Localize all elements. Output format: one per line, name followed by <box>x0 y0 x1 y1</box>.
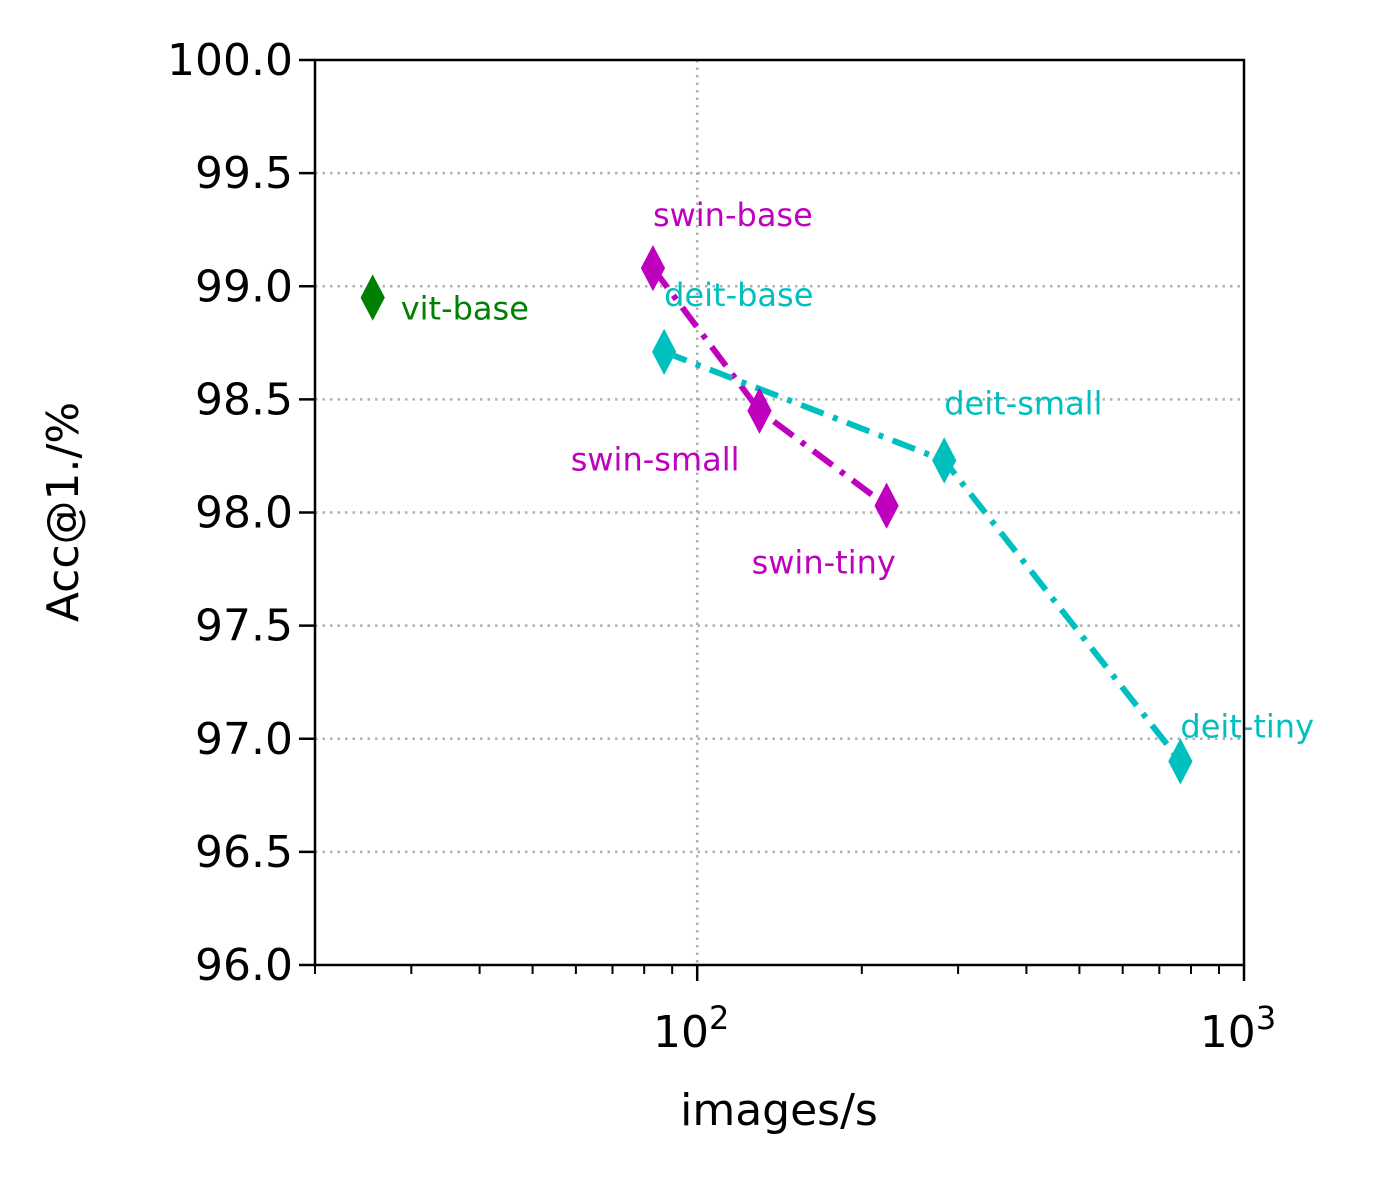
data-point-label: swin-tiny <box>752 544 896 582</box>
data-point-label: deit-tiny <box>1180 707 1314 745</box>
x-axis-label: images/s <box>680 1085 878 1136</box>
data-point-marker <box>747 387 772 434</box>
x-tick-label: 103 <box>1200 999 1276 1058</box>
y-tick-label: 96.0 <box>195 940 293 991</box>
series-line <box>650 266 889 509</box>
y-axis: 96.0 96.5 97.0 97.5 98.0 98.5 99.0 99.5 100.0 <box>167 35 315 991</box>
y-tick-label: 99.0 <box>195 261 293 312</box>
data-point-marker <box>640 244 666 292</box>
markers <box>360 244 1193 785</box>
data-point-marker <box>360 274 385 321</box>
series-line <box>663 349 1183 764</box>
data-point-marker <box>1168 738 1193 785</box>
data-point-label: vit-base <box>401 290 529 328</box>
y-tick-label: 100.0 <box>167 35 293 86</box>
y-tick-label: 98.5 <box>195 374 293 425</box>
x-tick-label: 102 <box>653 999 729 1058</box>
data-point-marker <box>651 328 677 376</box>
data-point-label: swin-small <box>571 441 740 479</box>
y-tick-label: 98.0 <box>195 488 293 539</box>
data-point-marker <box>874 482 899 529</box>
y-tick-label: 96.5 <box>195 827 293 878</box>
data-point-label: swin-base <box>653 196 813 234</box>
data-point-marker <box>932 437 957 484</box>
data-point-label: deit-base <box>664 276 813 314</box>
y-tick-label: 97.0 <box>195 714 293 765</box>
series-lines <box>650 266 1183 764</box>
x-axis: 102 103 <box>314 965 1276 1058</box>
y-axis-label: Acc@1./% <box>38 402 89 622</box>
point-labels: swin-base swin-small swin-tiny deit-base dei… <box>401 196 1314 745</box>
y-tick-label: 99.5 <box>195 148 293 199</box>
data-point-label: deit-small <box>944 384 1102 422</box>
grid <box>315 60 1244 965</box>
y-tick-label: 97.5 <box>195 601 293 652</box>
